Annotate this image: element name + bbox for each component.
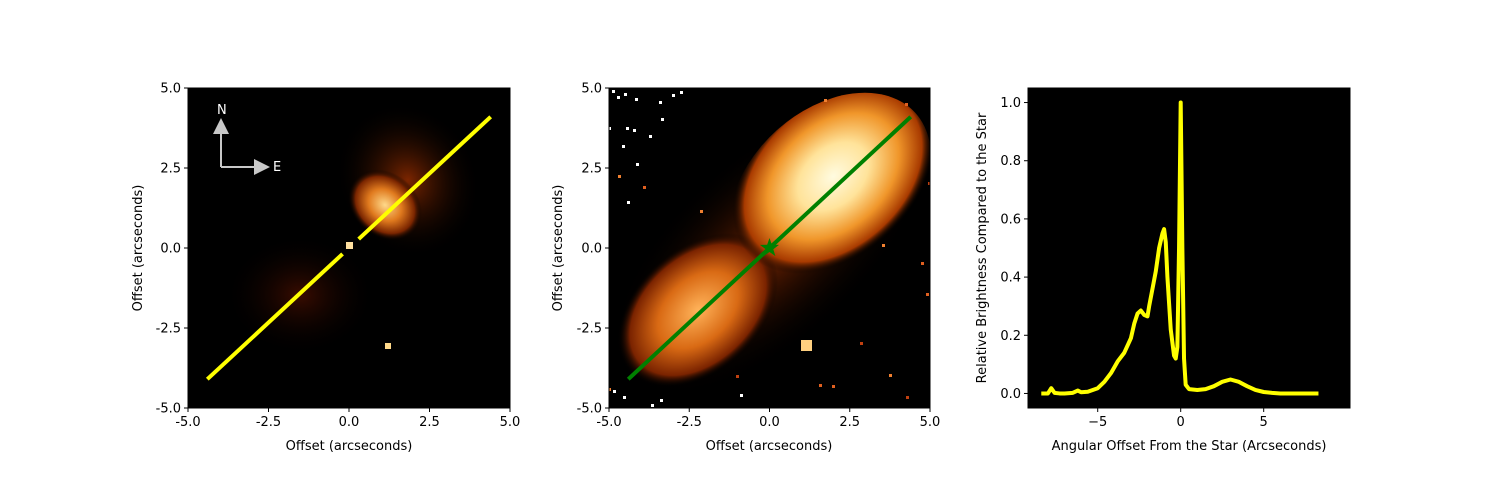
noise-pixel [635,98,638,101]
left-central-star [346,242,353,249]
noise-pixel [626,127,629,130]
noise-pixel [612,90,615,93]
noise-pixel [627,201,630,204]
y-tick-label: -5.0 [156,402,181,417]
noise-pixel [661,118,664,121]
left-image-panel: N E -5.0 -2.5 0.0 2.5 5.0 -5.0 -2.5 0.0 2.5 5.0 O… [131,82,521,455]
noise-pixel [609,388,611,391]
noise-pixel [824,99,827,102]
left-ylabel: Offset (arcseconds) [131,185,146,312]
noise-pixel [660,399,663,402]
middle-point-source [801,340,812,351]
x-tick-label: -5.0 [175,415,200,430]
x-tick-label: 0.0 [339,415,360,430]
noise-pixel [659,101,662,104]
noise-pixel [832,385,835,388]
x-tick-label: -5.0 [596,415,621,430]
noise-pixel [633,129,636,132]
profile-plot-panel: −5 0 5 0.0 0.2 0.4 0.6 0.8 1.0 Angular Offset Fr… [975,87,1351,454]
left-cut-line-upper [357,115,493,241]
left-xlabel: Offset (arcseconds) [286,439,413,454]
noise-pixel [636,163,639,166]
noise-pixel [617,96,620,99]
middle-xlabel: Offset (arcseconds) [706,439,833,454]
noise-pixel [905,103,908,106]
noise-pixel [651,404,654,407]
left-ticks: -5.0 -2.5 0.0 2.5 5.0 -5.0 -2.5 0.0 2.5 5.0 [156,82,521,431]
star-marker [759,238,780,257]
y-tick-label: -5.0 [577,402,602,417]
noise-pixel [889,374,892,377]
x-tick-label: 5.0 [500,415,521,430]
x-tick-label: 0.0 [759,415,780,430]
noise-pixel [926,293,929,296]
noise-pixel [740,394,743,397]
noise-pixel [624,93,627,96]
noise-pixel [921,262,924,265]
noise-pixel [882,244,885,247]
x-tick-label: 2.5 [839,415,860,430]
profile-ticks: −5 0 5 0.0 0.2 0.4 0.6 0.8 1.0 [1000,96,1268,430]
noise-pixel [609,127,611,130]
noise-pixel [736,375,739,378]
y-tick-label: 0.8 [1000,154,1021,169]
noise-pixel [928,182,930,185]
noise-pixel [649,135,652,138]
noise-pixel [700,210,703,213]
noise-pixel [623,396,626,399]
x-tick-label: -2.5 [677,415,702,430]
noise-pixel [819,384,822,387]
east-label: E [273,160,281,175]
north-label: N [217,103,227,118]
profile-xlabel: Angular Offset From the Star (Arcseconds… [1052,439,1327,454]
middle-lower-lobe [618,233,778,387]
y-tick-label: 1.0 [1000,96,1021,111]
noise-pixel [906,396,909,399]
noise-pixel [860,342,863,345]
y-tick-label: 0.0 [1000,387,1021,402]
y-tick-label: 0.0 [581,242,602,257]
y-tick-label: 0.4 [1000,271,1021,286]
y-tick-label: -2.5 [577,322,602,337]
profile-axes-frame [1027,87,1351,409]
noise-pixel [622,145,625,148]
y-tick-label: 2.5 [160,162,181,177]
x-tick-label: 0 [1177,415,1185,430]
noise-pixel [672,94,675,97]
x-tick-label: 5 [1260,415,1268,430]
y-tick-label: -2.5 [156,322,181,337]
x-tick-label: 2.5 [419,415,440,430]
x-tick-label: -2.5 [256,415,281,430]
noise-pixel [680,91,683,94]
x-tick-label: −5 [1088,415,1107,430]
left-cut-line-lower [205,252,344,381]
y-tick-label: 2.5 [581,162,602,177]
y-tick-label: 0.0 [160,242,181,257]
noise-pixel [643,186,646,189]
middle-ylabel: Offset (arcseconds) [551,185,566,312]
y-tick-label: 0.6 [1000,212,1021,227]
middle-noise-pixels [609,90,930,407]
noise-pixel [618,175,621,178]
y-tick-label: 0.2 [1000,329,1021,344]
middle-nebula-image [609,90,930,407]
left-nebula-upper-lobe [348,169,422,241]
x-tick-label: 5.0 [920,415,941,430]
middle-ticks: -5.0 -2.5 0.0 2.5 5.0 -5.0 -2.5 0.0 2.5 5.0 [577,82,941,431]
profile-plot-background [1028,88,1350,408]
profile-ylabel: Relative Brightness Compared to the Star [975,112,990,383]
left-nebula-image: N E [205,102,493,381]
left-point-source [385,343,391,349]
y-tick-label: 5.0 [160,82,181,97]
middle-image-panel: -5.0 -2.5 0.0 2.5 5.0 -5.0 -2.5 0.0 2.5 5.0 Offse… [551,82,941,455]
y-tick-label: 5.0 [581,82,602,97]
compass: N E [213,103,281,175]
profile-series-line [1041,100,1319,396]
noise-pixel [613,390,616,393]
